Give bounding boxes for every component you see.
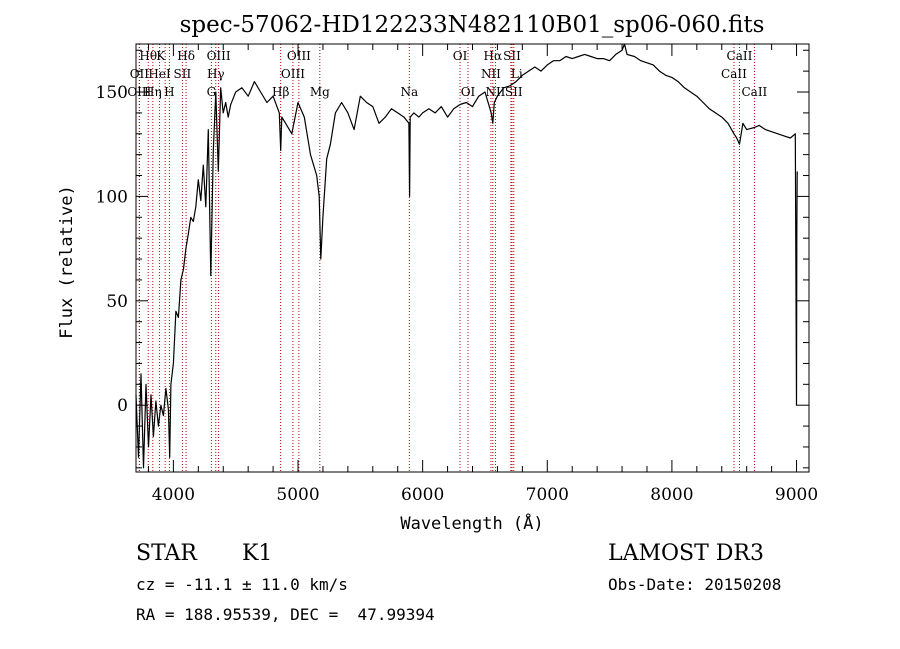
x-tick-label: 6000	[401, 485, 444, 505]
spectral-line-label: OI	[453, 49, 468, 63]
spectral-line-label: NII	[481, 67, 501, 81]
object-subclass: K1	[242, 541, 273, 566]
chart-title: spec-57062-HD122233N482110B01_sp06-060.f…	[180, 12, 765, 38]
spectral-line-label: K	[156, 49, 166, 63]
spectral-line-label: Hδ	[177, 49, 195, 63]
x-tick-label: 5000	[276, 485, 319, 505]
spectral-line-label: CaII	[727, 49, 753, 63]
redshift-text: cz = -11.1 ± 11.0 km/s	[136, 575, 348, 594]
axis-ticks: 4000 5000 6000 7000 8000 9000 0 50 100 150	[96, 44, 818, 505]
spectral-line-label: SII	[174, 67, 192, 81]
x-tick-label: 4000	[152, 485, 195, 505]
spectral-line-label: Hα	[484, 49, 503, 63]
spectral-line-label: SII	[503, 49, 521, 63]
y-axis-label: Flux (relative)	[57, 185, 77, 339]
spectral-line-label: Hθ	[139, 49, 157, 63]
y-tick-label: 50	[106, 292, 128, 312]
x-axis-label: Wavelength (Å)	[400, 512, 543, 534]
spectral-line-label: HeI	[148, 67, 171, 81]
spectral-line-label: OI	[461, 85, 476, 99]
y-tick-label: 150	[96, 83, 128, 103]
spectral-line-label: OIII	[207, 49, 231, 63]
obs-date: Obs-Date: 20150208	[608, 575, 782, 594]
y-tick-label: 100	[96, 187, 128, 207]
spectral-line-label: G	[207, 85, 217, 99]
x-tick-label: 8000	[650, 485, 693, 505]
spectral-line-label: Hγ	[207, 67, 225, 81]
y-tick-label: 0	[117, 396, 128, 416]
x-tick-label: 9000	[775, 485, 818, 505]
spectral-line-label: OIII	[287, 49, 311, 63]
spectral-line-label: OIII	[281, 67, 305, 81]
spectral-line-label: CaII	[741, 85, 767, 99]
spectral-line-label: Na	[400, 85, 418, 99]
spectral-line-label: CaII	[721, 67, 747, 81]
spectral-line-label: SII	[505, 85, 523, 99]
object-class: STAR	[136, 541, 197, 566]
spectral-line-label: Hη	[144, 85, 162, 99]
spectral-line-label: Li	[511, 67, 523, 81]
spectrum-series	[135, 43, 798, 469]
coordinates-text: RA = 188.95539, DEC = 47.99394	[136, 605, 435, 624]
spectral-line-label: NII	[485, 85, 505, 99]
spectrum-chart: spec-57062-HD122233N482110B01_sp06-060.f…	[57, 12, 818, 534]
survey-name: LAMOST DR3	[608, 541, 764, 566]
spectral-line-label: Mg	[310, 85, 330, 99]
spectral-line-label: Hβ	[272, 85, 289, 99]
spectrum-line	[135, 43, 798, 469]
spectral-line-label: H	[164, 85, 174, 99]
x-tick-label: 7000	[526, 485, 569, 505]
